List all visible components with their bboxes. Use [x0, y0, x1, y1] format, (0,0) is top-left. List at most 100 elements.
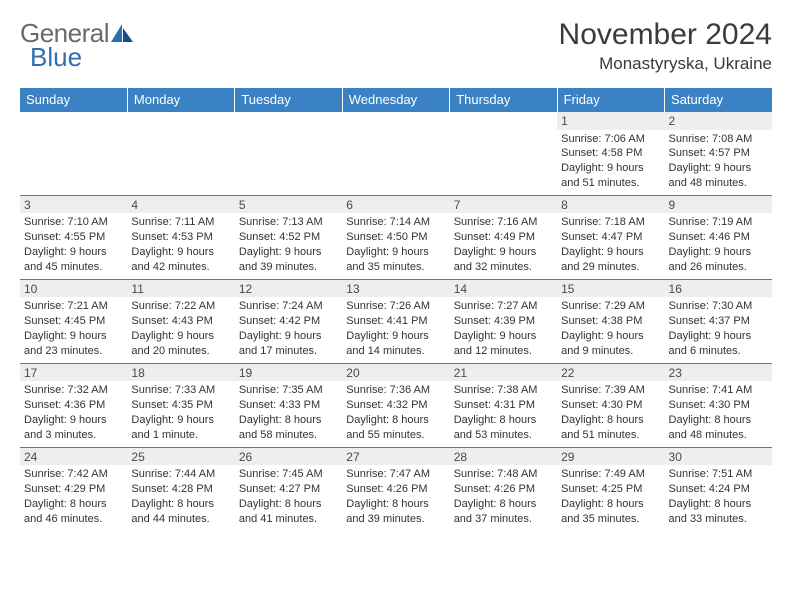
day-cell: Sunrise: 7:18 AMSunset: 4:47 PMDaylight:… [557, 213, 664, 279]
day-number [127, 112, 234, 130]
sunrise-text: Sunrise: 7:47 AM [346, 467, 445, 482]
sunset-text: Sunset: 4:33 PM [239, 398, 338, 413]
sunset-text: Sunset: 4:35 PM [131, 398, 230, 413]
day-number-row: 3456789 [20, 195, 772, 213]
sunrise-text: Sunrise: 7:41 AM [669, 383, 768, 398]
location: Monastyryska, Ukraine [559, 54, 772, 74]
sunrise-text: Sunrise: 7:06 AM [561, 132, 660, 147]
sunrise-text: Sunrise: 7:32 AM [24, 383, 123, 398]
sunset-text: Sunset: 4:42 PM [239, 314, 338, 329]
day-cell: Sunrise: 7:29 AMSunset: 4:38 PMDaylight:… [557, 297, 664, 363]
sunset-text: Sunset: 4:30 PM [669, 398, 768, 413]
sunset-text: Sunset: 4:26 PM [454, 482, 553, 497]
sunset-text: Sunset: 4:32 PM [346, 398, 445, 413]
day-cell: Sunrise: 7:39 AMSunset: 4:30 PMDaylight:… [557, 381, 664, 447]
day-cell: Sunrise: 7:41 AMSunset: 4:30 PMDaylight:… [665, 381, 772, 447]
day-cell [20, 130, 127, 196]
day1-text: Daylight: 9 hours [346, 329, 445, 344]
sunrise-text: Sunrise: 7:16 AM [454, 215, 553, 230]
day-cell: Sunrise: 7:35 AMSunset: 4:33 PMDaylight:… [235, 381, 342, 447]
day-cell: Sunrise: 7:49 AMSunset: 4:25 PMDaylight:… [557, 465, 664, 530]
day2-text: and 45 minutes. [24, 260, 123, 275]
sunset-text: Sunset: 4:46 PM [669, 230, 768, 245]
sunset-text: Sunset: 4:37 PM [669, 314, 768, 329]
day-cell: Sunrise: 7:48 AMSunset: 4:26 PMDaylight:… [450, 465, 557, 530]
day1-text: Daylight: 9 hours [24, 413, 123, 428]
sunset-text: Sunset: 4:27 PM [239, 482, 338, 497]
day-cell: Sunrise: 7:36 AMSunset: 4:32 PMDaylight:… [342, 381, 449, 447]
sunrise-text: Sunrise: 7:44 AM [131, 467, 230, 482]
day1-text: Daylight: 9 hours [669, 245, 768, 260]
day-number-row: 10111213141516 [20, 279, 772, 297]
day-cell [342, 130, 449, 196]
day1-text: Daylight: 8 hours [561, 497, 660, 512]
sunset-text: Sunset: 4:38 PM [561, 314, 660, 329]
sunrise-text: Sunrise: 7:48 AM [454, 467, 553, 482]
sunset-text: Sunset: 4:57 PM [669, 146, 768, 161]
day2-text: and 26 minutes. [669, 260, 768, 275]
day2-text: and 6 minutes. [669, 344, 768, 359]
day-number: 14 [450, 279, 557, 297]
weekday-header: Thursday [450, 88, 557, 112]
sunrise-text: Sunrise: 7:08 AM [669, 132, 768, 147]
sunrise-text: Sunrise: 7:27 AM [454, 299, 553, 314]
day-number: 15 [557, 279, 664, 297]
day1-text: Daylight: 9 hours [669, 329, 768, 344]
weekday-header: Tuesday [235, 88, 342, 112]
day2-text: and 35 minutes. [561, 512, 660, 527]
weekday-header-row: Sunday Monday Tuesday Wednesday Thursday… [20, 88, 772, 112]
sunset-text: Sunset: 4:26 PM [346, 482, 445, 497]
day-cell: Sunrise: 7:45 AMSunset: 4:27 PMDaylight:… [235, 465, 342, 530]
day2-text: and 46 minutes. [24, 512, 123, 527]
day1-text: Daylight: 9 hours [24, 245, 123, 260]
sunset-text: Sunset: 4:24 PM [669, 482, 768, 497]
sunset-text: Sunset: 4:31 PM [454, 398, 553, 413]
logo-text-blue: Blue [30, 42, 82, 73]
day1-text: Daylight: 9 hours [239, 245, 338, 260]
day-number: 23 [665, 363, 772, 381]
sunrise-text: Sunrise: 7:13 AM [239, 215, 338, 230]
day-number [342, 112, 449, 130]
day-number-row: 17181920212223 [20, 363, 772, 381]
day-number: 12 [235, 279, 342, 297]
day1-text: Daylight: 9 hours [131, 329, 230, 344]
day1-text: Daylight: 9 hours [131, 413, 230, 428]
sunrise-text: Sunrise: 7:45 AM [239, 467, 338, 482]
day-number-row: 12 [20, 112, 772, 130]
calendar-table: Sunday Monday Tuesday Wednesday Thursday… [20, 88, 772, 530]
sunset-text: Sunset: 4:30 PM [561, 398, 660, 413]
day1-text: Daylight: 8 hours [669, 413, 768, 428]
day-number: 29 [557, 447, 664, 465]
day-number: 26 [235, 447, 342, 465]
day-cell: Sunrise: 7:10 AMSunset: 4:55 PMDaylight:… [20, 213, 127, 279]
day1-text: Daylight: 9 hours [669, 161, 768, 176]
day1-text: Daylight: 8 hours [454, 413, 553, 428]
day1-text: Daylight: 8 hours [24, 497, 123, 512]
day-content-row: Sunrise: 7:06 AMSunset: 4:58 PMDaylight:… [20, 130, 772, 196]
sunrise-text: Sunrise: 7:36 AM [346, 383, 445, 398]
day1-text: Daylight: 8 hours [454, 497, 553, 512]
day-number [20, 112, 127, 130]
day-cell: Sunrise: 7:44 AMSunset: 4:28 PMDaylight:… [127, 465, 234, 530]
day1-text: Daylight: 9 hours [239, 329, 338, 344]
sunrise-text: Sunrise: 7:51 AM [669, 467, 768, 482]
sunrise-text: Sunrise: 7:18 AM [561, 215, 660, 230]
sunrise-text: Sunrise: 7:22 AM [131, 299, 230, 314]
day1-text: Daylight: 9 hours [561, 329, 660, 344]
day-number: 18 [127, 363, 234, 381]
day-number: 13 [342, 279, 449, 297]
day-number: 10 [20, 279, 127, 297]
day-cell: Sunrise: 7:26 AMSunset: 4:41 PMDaylight:… [342, 297, 449, 363]
day2-text: and 48 minutes. [669, 428, 768, 443]
day1-text: Daylight: 9 hours [24, 329, 123, 344]
day2-text: and 51 minutes. [561, 176, 660, 191]
sunrise-text: Sunrise: 7:10 AM [24, 215, 123, 230]
sunrise-text: Sunrise: 7:11 AM [131, 215, 230, 230]
day-content-row: Sunrise: 7:42 AMSunset: 4:29 PMDaylight:… [20, 465, 772, 530]
weekday-header: Saturday [665, 88, 772, 112]
weekday-header: Sunday [20, 88, 127, 112]
day1-text: Daylight: 8 hours [561, 413, 660, 428]
day-cell: Sunrise: 7:38 AMSunset: 4:31 PMDaylight:… [450, 381, 557, 447]
day-cell: Sunrise: 7:27 AMSunset: 4:39 PMDaylight:… [450, 297, 557, 363]
day2-text: and 32 minutes. [454, 260, 553, 275]
